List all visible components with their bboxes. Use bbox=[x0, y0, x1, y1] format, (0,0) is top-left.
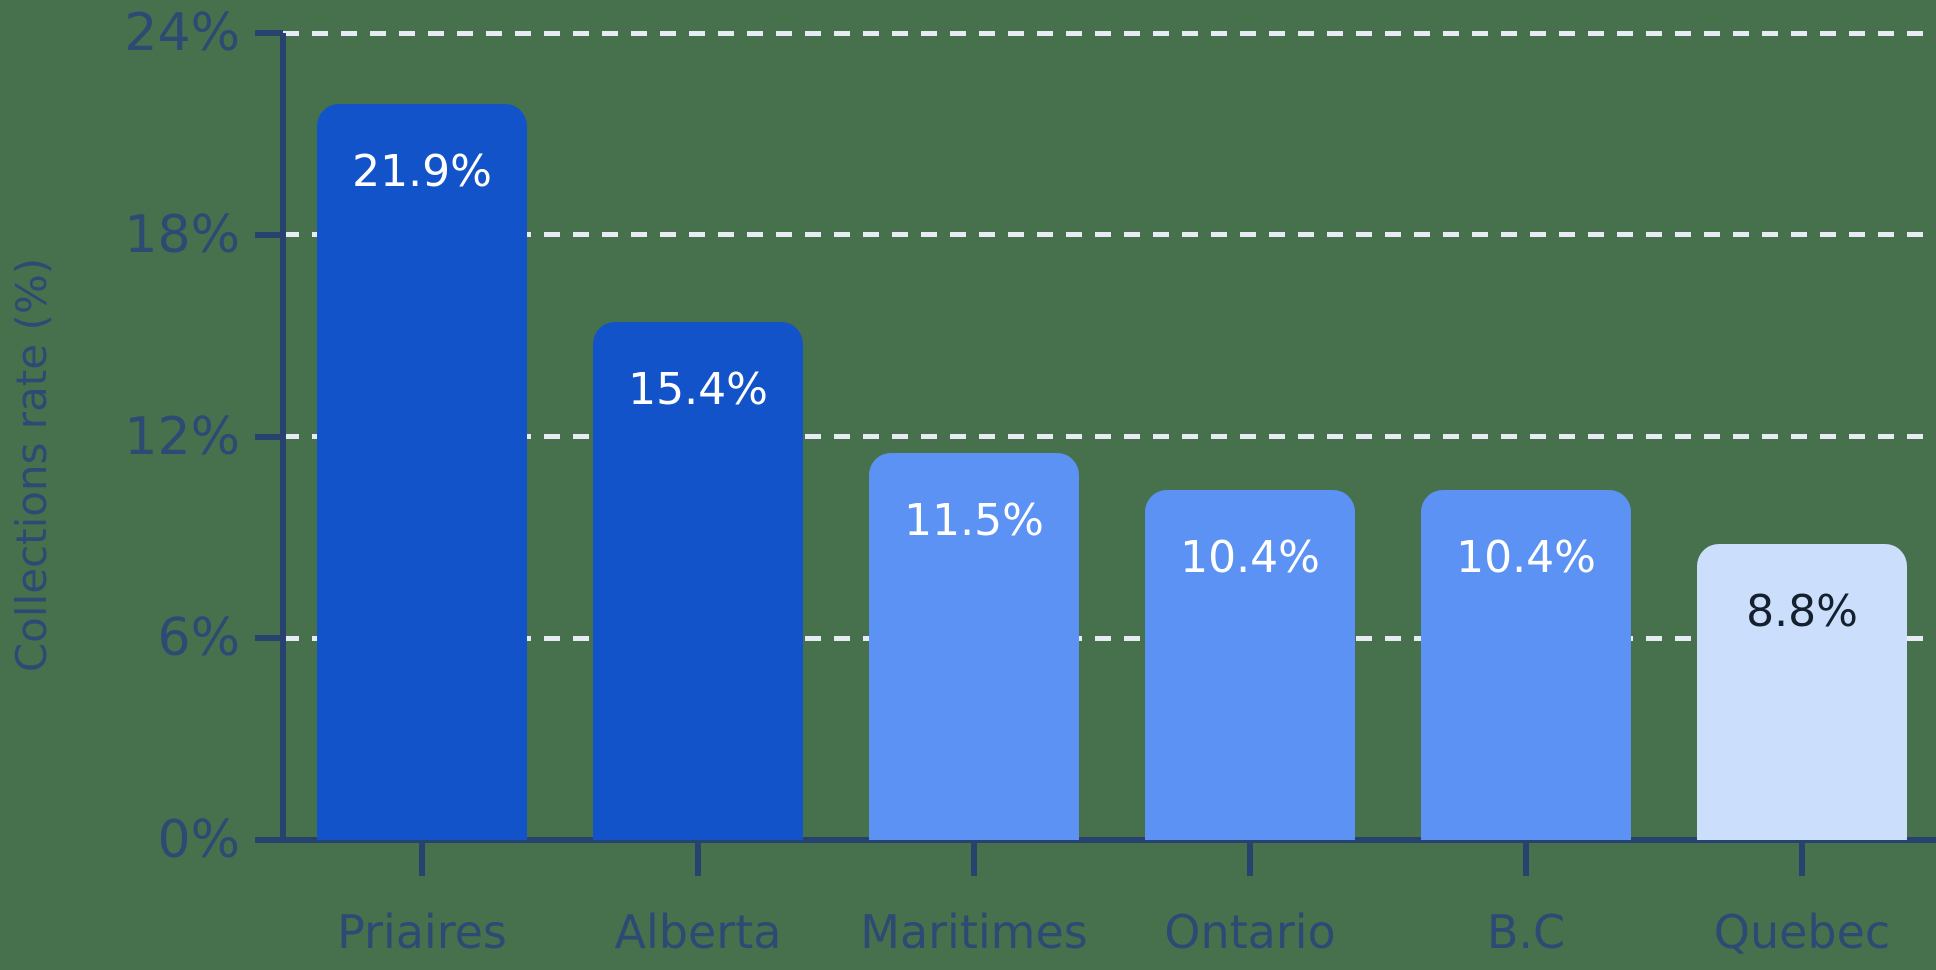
y-tick-mark-18pct bbox=[255, 231, 283, 238]
bar-maritimes: 11.5% bbox=[869, 453, 1079, 840]
y-tick-label-12pct: 12% bbox=[124, 406, 240, 467]
gridline-24pct bbox=[283, 30, 1936, 36]
category-label-maritimes: Maritimes bbox=[860, 905, 1088, 959]
bar-value-label: 11.5% bbox=[904, 495, 1044, 547]
x-tick-mark bbox=[1799, 843, 1805, 876]
gridline-6pct bbox=[283, 635, 1936, 641]
y-tick-label-18pct: 18% bbox=[124, 204, 240, 265]
x-tick-mark bbox=[695, 843, 701, 876]
y-tick-label-0pct: 0% bbox=[157, 810, 241, 870]
x-tick-mark bbox=[1247, 843, 1253, 876]
bar-value-label: 8.8% bbox=[1746, 586, 1858, 638]
category-label-priaires: Priaires bbox=[337, 905, 507, 959]
bar-b-c: 10.4% bbox=[1421, 490, 1631, 840]
y-tick-mark-12pct bbox=[255, 433, 283, 440]
y-tick-mark-0pct bbox=[255, 837, 283, 843]
x-tick-mark bbox=[971, 843, 977, 876]
y-axis-line bbox=[280, 33, 286, 843]
y-tick-label-24pct: 24% bbox=[124, 3, 240, 63]
bar-quebec: 8.8% bbox=[1697, 544, 1907, 840]
bar-ontario: 10.4% bbox=[1145, 490, 1355, 840]
x-axis-line bbox=[255, 837, 1936, 843]
bar-alberta: 15.4% bbox=[593, 322, 803, 840]
gridline-12pct bbox=[283, 434, 1936, 439]
gridline-18pct bbox=[283, 232, 1936, 238]
bar-value-label: 10.4% bbox=[1456, 532, 1596, 584]
bar-value-label: 15.4% bbox=[628, 364, 768, 416]
category-label-b-c: B.C bbox=[1486, 905, 1566, 959]
bar-value-label: 21.9% bbox=[352, 145, 492, 197]
category-label-ontario: Ontario bbox=[1164, 905, 1336, 959]
category-label-quebec: Quebec bbox=[1713, 905, 1891, 959]
bar-priaires: 21.9% bbox=[317, 103, 527, 840]
category-label-alberta: Alberta bbox=[614, 905, 782, 959]
bar-value-label: 10.4% bbox=[1180, 532, 1320, 584]
y-tick-mark-6pct bbox=[255, 635, 283, 642]
x-tick-mark bbox=[1523, 843, 1529, 876]
x-tick-mark bbox=[419, 843, 425, 876]
y-tick-label-6pct: 6% bbox=[157, 608, 241, 669]
y-tick-mark-24pct bbox=[255, 30, 283, 36]
